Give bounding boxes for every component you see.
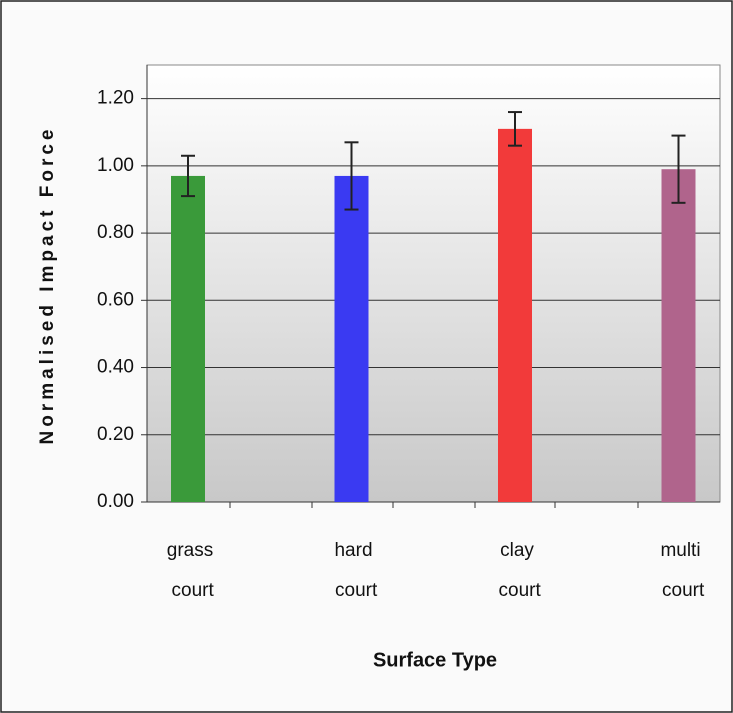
y-tick-label: 0.40 <box>97 357 134 378</box>
plot-area <box>146 64 721 503</box>
y-tick-label: 1.20 <box>97 88 134 109</box>
y-tick-label: 0.80 <box>97 222 134 243</box>
x-axis-title: Surface Type <box>373 649 497 671</box>
bar <box>334 175 369 502</box>
y-tick-label: 0.60 <box>97 289 134 310</box>
error-bar <box>344 141 359 211</box>
error-bar <box>671 134 686 204</box>
x-tick-label: grass court <box>166 540 214 601</box>
x-tick-label: hard court <box>330 540 378 601</box>
y-tick-label: 1.00 <box>97 155 134 176</box>
error-bar <box>181 154 195 198</box>
bar <box>498 128 532 502</box>
error-bar <box>508 111 522 147</box>
y-tick-label: 0.20 <box>97 424 134 445</box>
y-axis-title: Normalised Impact Force <box>37 125 58 444</box>
y-tick-label: 0.00 <box>97 491 134 512</box>
bar <box>171 175 205 502</box>
bar <box>661 169 696 502</box>
x-tick-label: clay court <box>493 540 541 601</box>
x-tick-label: multi court <box>657 540 705 601</box>
